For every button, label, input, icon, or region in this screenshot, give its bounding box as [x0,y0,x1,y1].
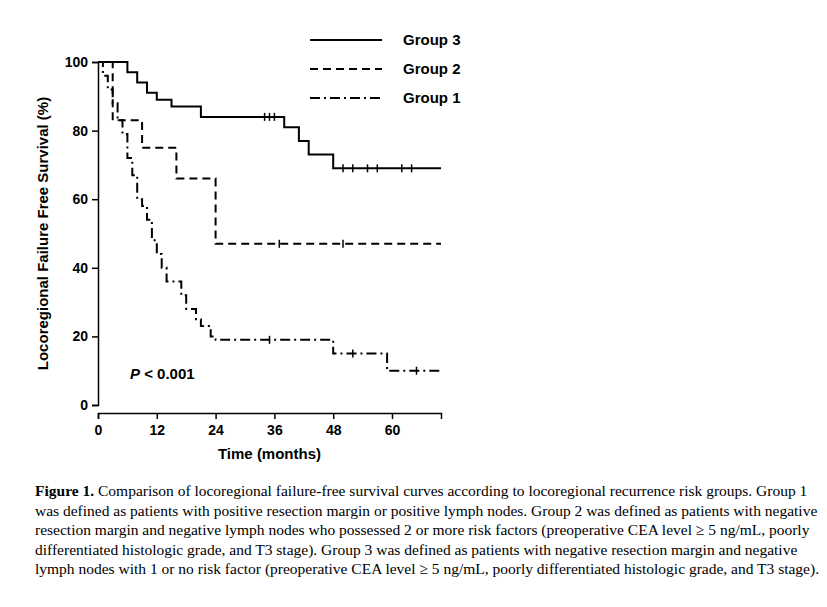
legend: Group 3 Group 2 Group 1 [310,31,461,106]
survival-curve [98,62,441,371]
y-tick-label: 80 [72,123,88,139]
y-tick-mark [92,62,98,64]
x-tick-label: 36 [267,422,283,438]
y-tick-label: 20 [72,328,88,344]
legend-swatch [310,39,382,41]
x-axis-title: Time (months) [218,445,321,462]
x-tick: 12 [150,413,166,438]
y-axis-line [92,63,99,406]
x-axis: 0 12 24 36 48 60 [95,413,442,438]
annotation: P < 0.001 [130,365,195,382]
y-axis: 0 20 40 60 80 100 [65,54,99,413]
censor-mark [401,164,403,172]
y-tick-mark [92,336,98,338]
y-tick-mark [92,405,98,407]
y-tick: 20 [72,328,98,344]
censor-mark [342,240,344,248]
y-tick-mark [92,268,98,270]
y-tick: 40 [72,260,98,276]
figure: 0 12 24 36 48 60 0 20 40 60 80 100 Time (months) Loco… [0,0,827,607]
x-tick-mark [215,413,217,419]
censor-mark [352,164,354,172]
censor-mark [269,113,271,121]
legend-label: Group 2 [403,60,461,77]
x-tick-mark [98,413,100,419]
censor-mark [264,113,266,121]
x-tick-label: 24 [208,422,224,438]
y-tick-mark [92,199,98,201]
x-tick: 0 [95,413,103,438]
x-axis-line [99,414,442,420]
x-tick: 48 [326,413,342,438]
caption-text: Comparison of locoregional failure-free … [35,482,819,577]
censor-mark [269,336,271,344]
legend-swatch [310,68,382,70]
censor-mark [367,164,369,172]
x-tick-label: 12 [150,422,166,438]
y-axis-title: Locoregional Failure Free Survival (%) [34,97,51,370]
y-tick: 100 [65,54,98,70]
caption-label: Figure 1. [35,482,94,499]
caption: Figure 1. Comparison of locoregional fai… [35,481,825,579]
y-tick-label: 40 [72,260,88,276]
y-tick-label: 0 [80,397,88,413]
censor-mark [352,350,354,358]
censor-mark [416,367,418,375]
x-tick-mark [157,413,159,419]
plot-area [98,62,441,375]
legend-label: Group 1 [403,89,461,106]
x-tick-mark [274,413,276,419]
y-tick: 80 [72,123,98,139]
censor-mark [274,113,276,121]
y-tick-label: 60 [72,191,88,207]
x-tick-mark [333,413,335,419]
censor-mark [411,164,413,172]
y-tick: 0 [80,397,98,413]
legend-swatch [310,97,382,99]
x-tick-label: 60 [385,422,401,438]
x-tick: 36 [267,413,283,438]
x-tick-mark [392,413,394,419]
censor-mark [377,164,379,172]
censor-mark [342,164,344,172]
y-tick-mark [92,130,98,132]
y-tick: 60 [72,191,98,207]
survival-curve [98,62,441,244]
x-tick-label: 48 [326,422,342,438]
legend-label: Group 3 [403,31,461,48]
x-tick: 24 [208,413,224,438]
survival-curve [98,62,441,168]
x-tick-label: 0 [95,422,103,438]
chart: 0 12 24 36 48 60 0 20 40 60 80 100 Time (months) Loco… [0,0,827,470]
censor-mark [279,240,281,248]
y-tick-label: 100 [65,54,89,70]
x-tick: 60 [385,413,401,438]
